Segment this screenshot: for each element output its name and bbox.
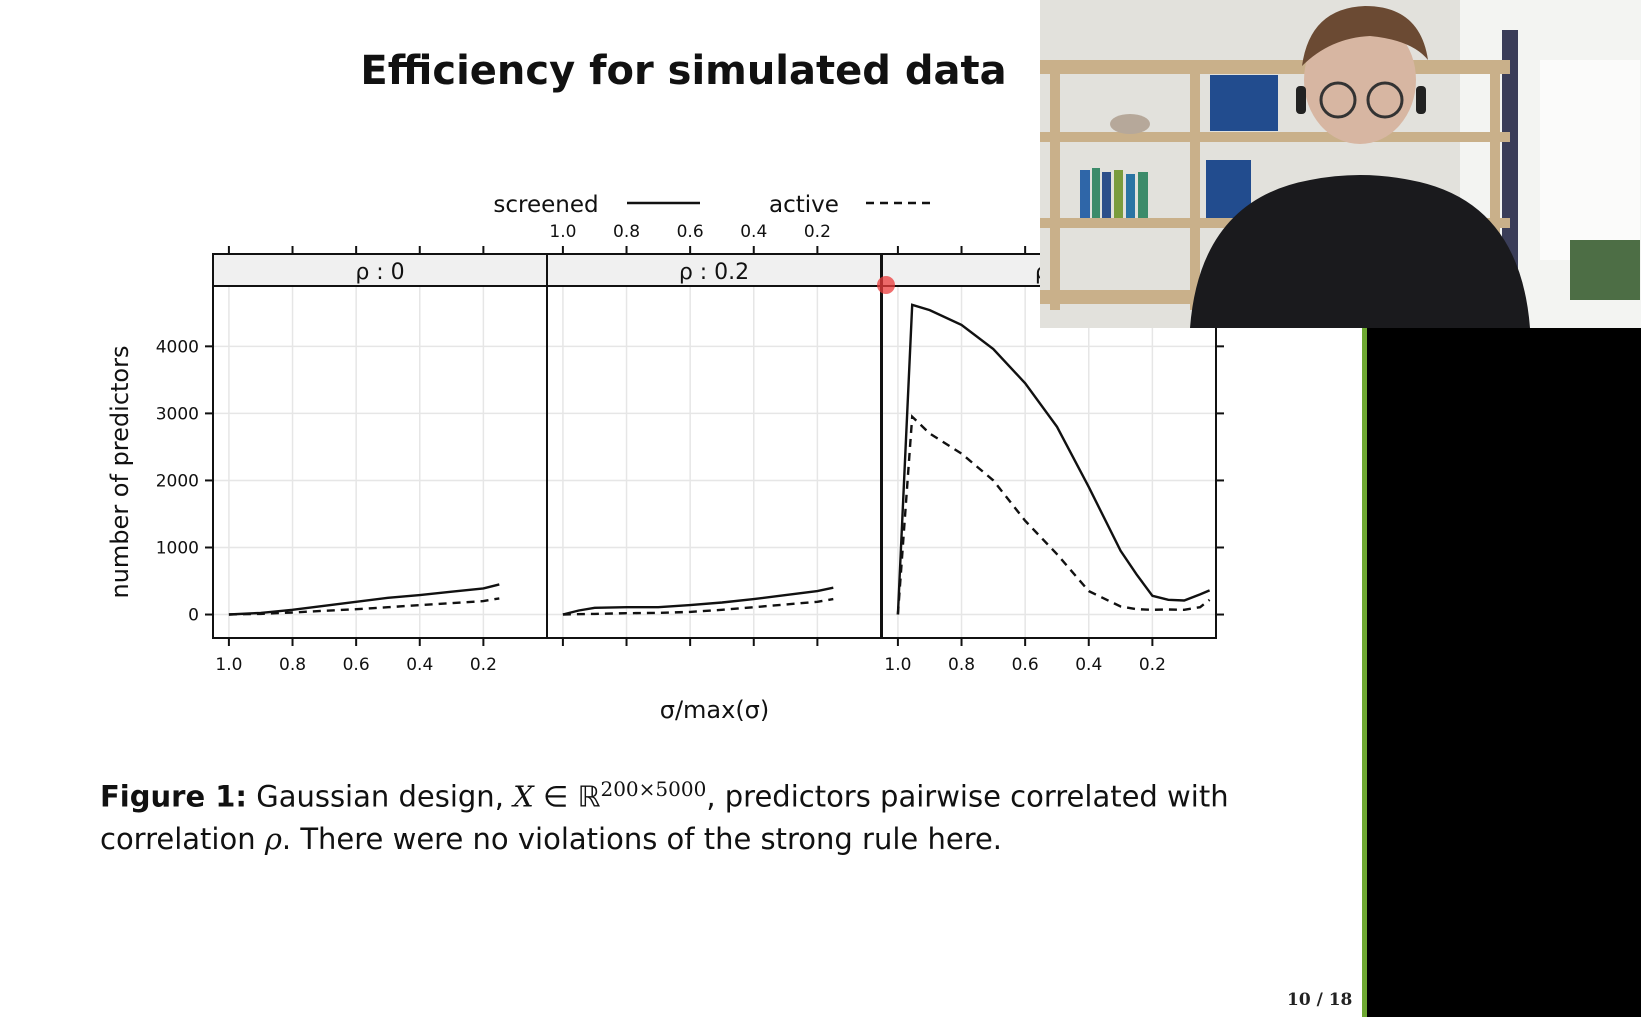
caption-math-in: ∈ ℝ: [533, 779, 601, 814]
series-line-screened: [228, 583, 500, 616]
webcam-overlay[interactable]: [1040, 0, 1641, 328]
window-border: [1362, 328, 1367, 1017]
x-tick-label: 0.4: [1075, 655, 1102, 675]
x-tick-label: 1.0: [215, 655, 242, 675]
series-line-active: [896, 414, 1211, 615]
legend-label-screened: screened: [493, 192, 598, 218]
panel-strip-label: ρ : 0: [355, 260, 404, 285]
series-line-screened: [562, 586, 834, 616]
x-tick-label: 0.4: [406, 655, 433, 675]
panel-frame: [546, 285, 882, 639]
x-tick-label-top: 0.4: [740, 222, 767, 242]
grid-layer: [213, 286, 1216, 638]
black-panel: [1367, 328, 1641, 1017]
x-tick-label: 0.8: [948, 655, 975, 675]
slide-title: Efficiency for simulated data: [360, 48, 1007, 94]
person-on-webcam-icon: [1040, 0, 1641, 328]
caption-text-b: , predictors pairwise correlated with co…: [100, 779, 1229, 856]
page-number: 10 / 18: [1287, 990, 1353, 1010]
x-tick-label-top: 1.0: [549, 222, 576, 242]
laser-pointer-icon: [877, 276, 895, 294]
series-line-active: [228, 597, 500, 616]
x-tick-label: 0.8: [279, 655, 306, 675]
caption-text-a: Gaussian design,: [247, 779, 514, 814]
y-tick-label: 1000: [156, 538, 199, 558]
x-tick-label-top: 0.2: [804, 222, 831, 242]
y-tick-label: 2000: [156, 471, 199, 491]
x-tick-label: 0.2: [1139, 655, 1166, 675]
panel-frame: [881, 285, 1217, 639]
series-layer: [228, 303, 1211, 616]
y-tick-label: 3000: [156, 404, 199, 424]
caption-rho: ρ: [264, 821, 282, 856]
caption-label: Figure 1:: [100, 779, 247, 814]
series-line-screened: [896, 303, 1211, 615]
x-tick-label-top: 0.6: [677, 222, 704, 242]
figure-caption: Figure 1: Gaussian design, X ∈ ℝ200×5000…: [100, 768, 1280, 860]
x-tick-label: 0.2: [470, 655, 497, 675]
legend-label-active: active: [769, 192, 839, 218]
caption-text-c: . There were no violations of the strong…: [281, 821, 1003, 856]
y-tick-label: 4000: [156, 337, 199, 357]
x-tick-label: 0.6: [343, 655, 370, 675]
series-line-active: [562, 597, 834, 616]
caption-math-sup: 200×5000: [600, 777, 707, 801]
panel-strip: [546, 253, 882, 287]
x-tick-label: 1.0: [884, 655, 911, 675]
y-tick-label: 0: [188, 606, 199, 626]
caption-math-var: X: [513, 779, 534, 814]
panel-strip-label: ρ : 0.2: [679, 260, 749, 285]
x-tick-label-top: 0.8: [613, 222, 640, 242]
x-axis-label: σ/max(σ): [660, 696, 770, 724]
x-tick-label: 0.6: [1012, 655, 1039, 675]
y-axis-label: number of predictors: [106, 346, 134, 599]
